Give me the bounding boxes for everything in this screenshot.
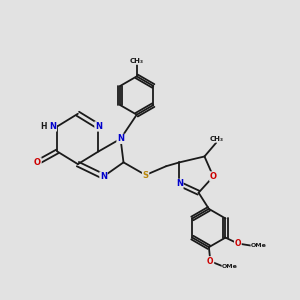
Text: N: N bbox=[95, 122, 102, 131]
Text: OMe: OMe bbox=[222, 264, 238, 269]
Text: N: N bbox=[117, 134, 124, 143]
Text: OMe: OMe bbox=[251, 243, 267, 248]
Text: N: N bbox=[176, 179, 183, 188]
Text: CH₃: CH₃ bbox=[209, 136, 223, 142]
Text: N: N bbox=[100, 172, 107, 181]
Text: O: O bbox=[210, 172, 217, 181]
Text: H: H bbox=[40, 122, 46, 131]
Text: O: O bbox=[207, 257, 214, 266]
Text: N: N bbox=[49, 122, 56, 131]
Text: O: O bbox=[34, 158, 41, 167]
Text: O: O bbox=[235, 239, 241, 248]
Text: S: S bbox=[142, 170, 148, 179]
Text: CH₃: CH₃ bbox=[130, 58, 144, 64]
